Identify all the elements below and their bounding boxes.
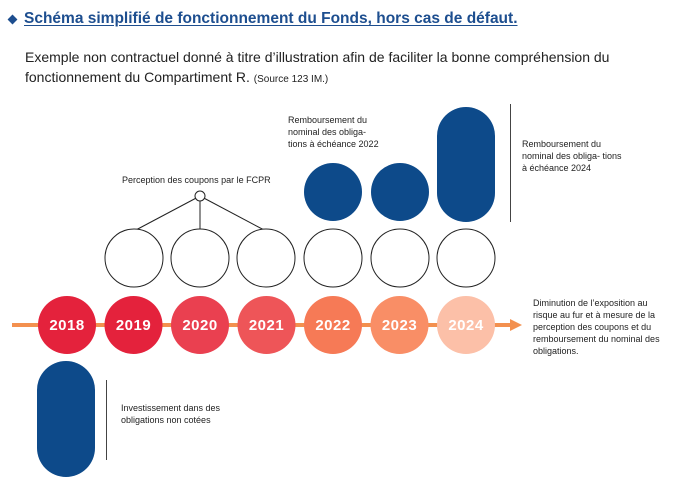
year-circle-2021 (237, 296, 296, 354)
year-label: 2024 (448, 317, 484, 334)
year-label: 2019 (116, 317, 151, 334)
investment-pill (37, 361, 95, 477)
label-repay-2024: Remboursement du nominal des obliga- tio… (522, 139, 622, 173)
intro-paragraph: Exemple non contractuel donné à titre d’… (25, 47, 685, 90)
divider-line (510, 104, 511, 222)
label-investment: Investissement dans des obligations non … (121, 403, 221, 425)
repayment-2022-circle (304, 163, 362, 221)
coupon-circle (170, 228, 230, 288)
coupon-circle (370, 228, 430, 288)
timeline-arrow-head (510, 319, 522, 331)
year-label: 2022 (315, 317, 350, 334)
coupon-circle (436, 228, 496, 288)
year-circle-2020 (171, 296, 229, 354)
repayment-2022-circle (371, 163, 429, 221)
coupon-node (194, 190, 206, 202)
branch-line (133, 195, 201, 232)
intro-text: Exemple non contractuel donné à titre d’… (25, 49, 610, 85)
branch-line (199, 195, 267, 232)
year-circle-2018 (38, 296, 96, 354)
label-exposure: Diminution de l’exposition au risque au … (533, 298, 660, 356)
section-header: Schéma simplifié de fonctionnement du Fo… (7, 9, 518, 29)
year-label: 2020 (182, 317, 217, 334)
year-circle-2019 (104, 296, 163, 354)
label-repay-2022: Remboursement du nominal des obliga- tio… (288, 115, 379, 149)
year-label: 2018 (49, 317, 84, 334)
coupon-circle (104, 228, 164, 288)
year-circle-2024 (437, 296, 495, 354)
year-circles: 2018 2019 2020 2021 2022 2023 2024 (38, 296, 495, 354)
label-coupons: Perception des coupons par le FCPR (122, 175, 271, 185)
year-label: 2021 (249, 317, 284, 334)
coupon-circle (236, 228, 296, 288)
coupon-circle (303, 228, 363, 288)
year-circle-2023 (370, 296, 429, 354)
divider-line (106, 380, 107, 460)
page-title: Schéma simplifié de fonctionnement du Fo… (24, 10, 518, 27)
year-label: 2023 (382, 317, 417, 334)
year-circle-2022 (304, 296, 362, 354)
repayment-2024-pill (437, 107, 495, 222)
intro-source: (Source 123 IM.) (253, 74, 329, 85)
